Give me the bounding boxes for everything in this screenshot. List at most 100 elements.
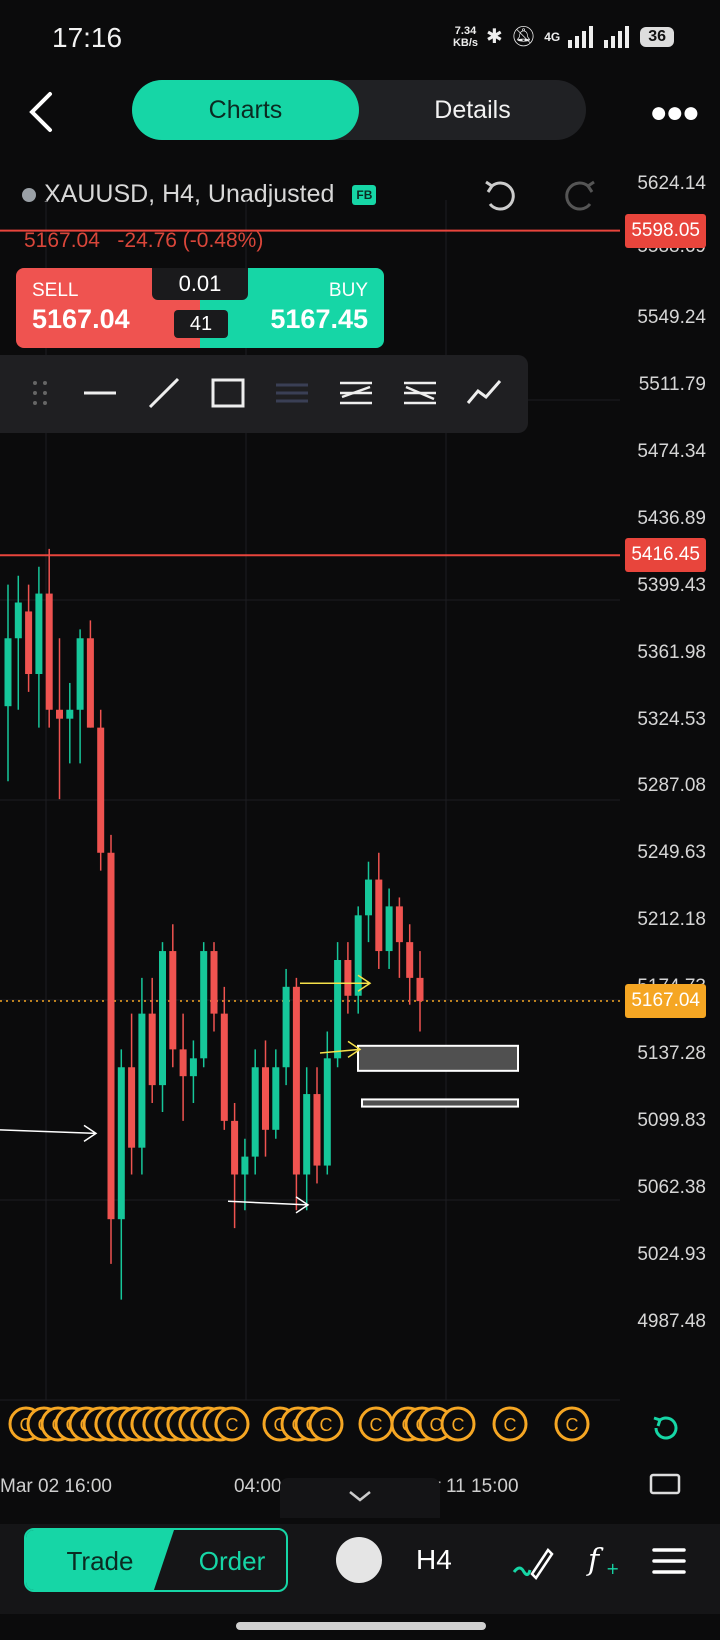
- lot-size-input[interactable]: 0.01: [152, 268, 248, 300]
- order-button[interactable]: Order: [198, 1545, 266, 1576]
- signal-icon: [604, 25, 630, 48]
- reset-chart-icon[interactable]: [648, 1410, 684, 1446]
- tab-charts[interactable]: Charts: [132, 80, 359, 140]
- candle-body: [107, 852, 115, 1220]
- svg-text:f: f: [586, 1543, 604, 1578]
- candle-body: [395, 906, 403, 943]
- back-arrow-icon[interactable]: [22, 88, 62, 136]
- fib-extension-icon[interactable]: [400, 373, 440, 413]
- candle-body: [14, 602, 22, 639]
- buy-price: 5167.45: [270, 304, 368, 334]
- menu-icon[interactable]: [652, 1546, 686, 1576]
- avatar[interactable]: [336, 1537, 382, 1583]
- price-tick: 5474.34: [637, 440, 706, 462]
- event-marker-label: C: [452, 1415, 465, 1435]
- supply-zone-box: [357, 1044, 519, 1072]
- candle-body: [334, 960, 342, 1059]
- event-marker: [214, 1406, 250, 1442]
- candle-body: [385, 906, 393, 952]
- fib-retracement-icon[interactable]: [336, 373, 376, 413]
- price-tag: 5167.04: [625, 984, 706, 1019]
- event-marker: [308, 1406, 344, 1442]
- spread-value: 41: [174, 310, 228, 338]
- candle-body: [313, 1094, 321, 1166]
- signal-icon: [568, 25, 594, 48]
- candle-body: [375, 879, 383, 952]
- price-tick: 5436.89: [637, 507, 706, 529]
- candle-body: [179, 1049, 187, 1077]
- bluetooth-icon: ✱: [486, 26, 503, 48]
- price-tag: 5416.45: [625, 538, 706, 573]
- network-speed: 7.34 KB/s: [452, 24, 479, 49]
- status-time: 17:16: [52, 22, 123, 53]
- screen-icon[interactable]: [648, 1470, 682, 1498]
- polyline-icon[interactable]: [464, 373, 504, 413]
- price-tick: 5324.53: [637, 708, 706, 730]
- undo-icon[interactable]: [480, 176, 520, 216]
- buy-label: BUY: [328, 280, 368, 301]
- candle-body: [282, 986, 290, 1068]
- price-tick: 5212.18: [637, 909, 706, 931]
- sell-label: SELL: [32, 280, 79, 301]
- event-marker: [492, 1406, 528, 1442]
- symbol-title: XAUUSD, H4, Unadjusted: [44, 180, 335, 208]
- price-tick: 5099.83: [637, 1110, 706, 1132]
- market-status-dot: [22, 187, 36, 202]
- battery-icon: 36: [640, 26, 674, 47]
- redo-icon[interactable]: [560, 176, 600, 216]
- indicator-icon[interactable]: f +: [584, 1540, 624, 1580]
- tab-details[interactable]: Details: [434, 95, 511, 124]
- time-label: 04:00: [234, 1476, 282, 1497]
- candle-body: [354, 915, 362, 996]
- rectangle-icon[interactable]: [208, 373, 248, 413]
- fb-badge: FB: [352, 184, 377, 205]
- annotation-arrow-line: [0, 1129, 97, 1135]
- event-marker: [554, 1406, 590, 1442]
- expand-panel-handle[interactable]: [280, 1478, 440, 1518]
- trend-line-icon[interactable]: [144, 373, 184, 413]
- price-chart[interactable]: CCCCCCCCCCCCCCCCCCCCCCCCCCCC: [0, 140, 720, 1520]
- candle-body: [189, 1058, 197, 1077]
- candle-body: [416, 977, 424, 1002]
- mute-icon: 🔕︎: [510, 26, 537, 48]
- trade-button[interactable]: Trade: [26, 1530, 174, 1590]
- candle-body: [169, 951, 177, 1050]
- annotation-arrow-line: [319, 1048, 361, 1054]
- buy-button[interactable]: BUY 5167.45: [200, 268, 384, 348]
- network-type: 4G: [544, 29, 561, 44]
- channel-icon[interactable]: [272, 373, 312, 413]
- candle-body: [76, 638, 84, 710]
- candle-body: [97, 727, 105, 853]
- trade-order-switch: Trade Order: [24, 1528, 288, 1592]
- svg-text:+: +: [606, 1559, 619, 1578]
- candle-body: [365, 879, 372, 916]
- supply-zone-box: [361, 1098, 519, 1108]
- annotation-arrow-line: [227, 1200, 309, 1206]
- drag-handle-icon[interactable]: [20, 373, 60, 413]
- candle-body: [220, 1013, 228, 1121]
- event-marker-label: C: [226, 1415, 239, 1435]
- candle-body: [200, 951, 208, 1059]
- timeframe-selector[interactable]: H4: [416, 1544, 452, 1575]
- price-tag: 5598.05: [625, 213, 706, 248]
- price-tick: 5137.28: [637, 1043, 706, 1065]
- annotation-arrow-head: [357, 974, 372, 992]
- event-marker: [440, 1406, 476, 1442]
- chevron-down-icon: [349, 1491, 371, 1502]
- candle-body: [292, 986, 300, 1175]
- price-tick: 4987.48: [637, 1311, 706, 1332]
- event-marker-label: C: [320, 1415, 333, 1435]
- candle-body: [303, 1094, 311, 1175]
- horizontal-line-icon[interactable]: [80, 373, 120, 413]
- event-marker-label: C: [430, 1415, 443, 1435]
- candle-body: [4, 638, 12, 707]
- candle-body: [66, 709, 74, 719]
- symbol-info[interactable]: XAUUSD, H4, Unadjusted FB: [22, 180, 377, 209]
- candle-body: [262, 1067, 269, 1130]
- draw-pen-icon[interactable]: [510, 1544, 554, 1580]
- candle-body: [56, 709, 63, 719]
- price-tick: 5511.79: [638, 373, 706, 395]
- candle-body: [35, 593, 43, 675]
- more-options-icon[interactable]: ●●●: [649, 96, 700, 129]
- candle-body: [159, 951, 166, 1086]
